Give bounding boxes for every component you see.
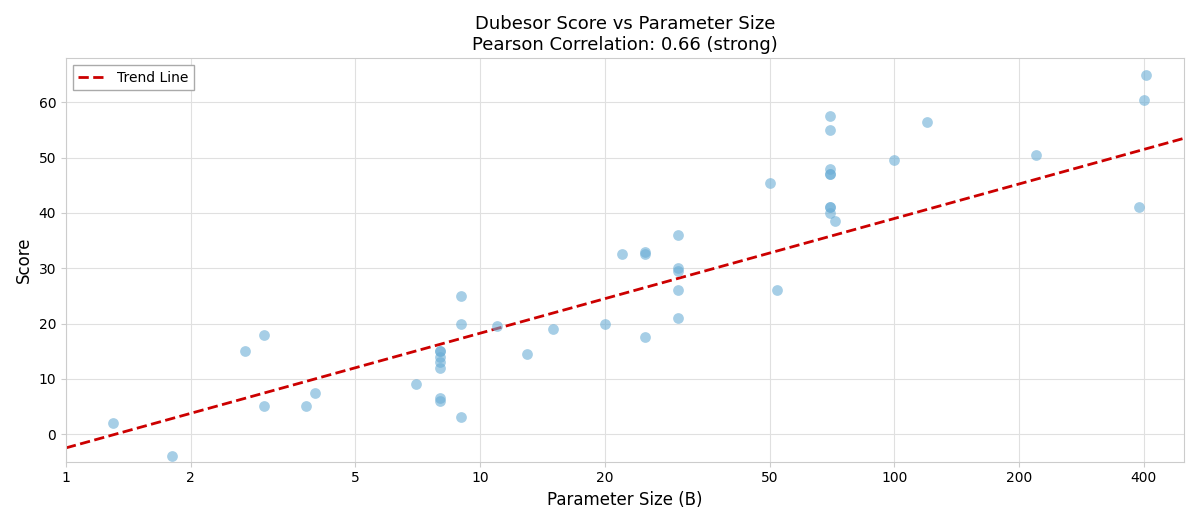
- Point: [635, 250, 655, 258]
- Point: [820, 165, 839, 173]
- Point: [1026, 151, 1046, 159]
- Point: [767, 286, 787, 294]
- Point: [668, 286, 687, 294]
- Point: [430, 347, 450, 355]
- Point: [254, 330, 273, 339]
- Point: [826, 217, 845, 225]
- Point: [430, 394, 450, 402]
- Trend Line: [743, 255, 758, 261]
- Point: [1137, 71, 1156, 79]
- Point: [254, 402, 273, 411]
- Point: [406, 380, 426, 388]
- Point: [760, 178, 779, 187]
- Point: [103, 419, 122, 427]
- Point: [452, 413, 471, 422]
- Point: [1129, 203, 1149, 212]
- Trend Line: [721, 261, 735, 268]
- Point: [635, 333, 655, 342]
- Point: [452, 292, 471, 300]
- Point: [668, 267, 687, 275]
- Point: [430, 353, 450, 361]
- Point: [820, 209, 839, 217]
- Point: [668, 314, 687, 322]
- Point: [543, 325, 562, 333]
- Point: [885, 156, 904, 165]
- Trend Line: [59, 445, 73, 451]
- Point: [917, 117, 936, 126]
- Trend Line: [724, 260, 739, 267]
- Point: [430, 397, 450, 405]
- Point: [820, 203, 839, 212]
- Point: [162, 452, 181, 461]
- Point: [820, 170, 839, 179]
- Point: [668, 264, 687, 272]
- Point: [518, 350, 537, 358]
- Point: [820, 112, 839, 121]
- Point: [1134, 95, 1153, 104]
- Point: [430, 358, 450, 366]
- Trend Line: [1001, 184, 1016, 190]
- Point: [488, 322, 507, 331]
- Point: [820, 170, 839, 179]
- Legend: Trend Line: Trend Line: [73, 65, 194, 90]
- Point: [235, 347, 254, 355]
- Trend Line: [62, 444, 77, 450]
- Point: [820, 126, 839, 134]
- Trend Line: [1176, 135, 1191, 141]
- Point: [296, 402, 315, 411]
- Point: [430, 364, 450, 372]
- Y-axis label: Score: Score: [16, 237, 34, 283]
- Point: [820, 203, 839, 212]
- Point: [613, 250, 632, 258]
- Point: [595, 319, 614, 328]
- Point: [668, 231, 687, 239]
- X-axis label: Parameter Size (B): Parameter Size (B): [547, 491, 703, 509]
- Title: Dubesor Score vs Parameter Size
Pearson Correlation: 0.66 (strong): Dubesor Score vs Parameter Size Pearson …: [472, 15, 778, 54]
- Line: Trend Line: Trend Line: [66, 138, 1183, 448]
- Point: [635, 247, 655, 256]
- Trend Line: [1072, 164, 1086, 170]
- Point: [452, 319, 471, 328]
- Point: [306, 388, 325, 397]
- Point: [430, 347, 450, 355]
